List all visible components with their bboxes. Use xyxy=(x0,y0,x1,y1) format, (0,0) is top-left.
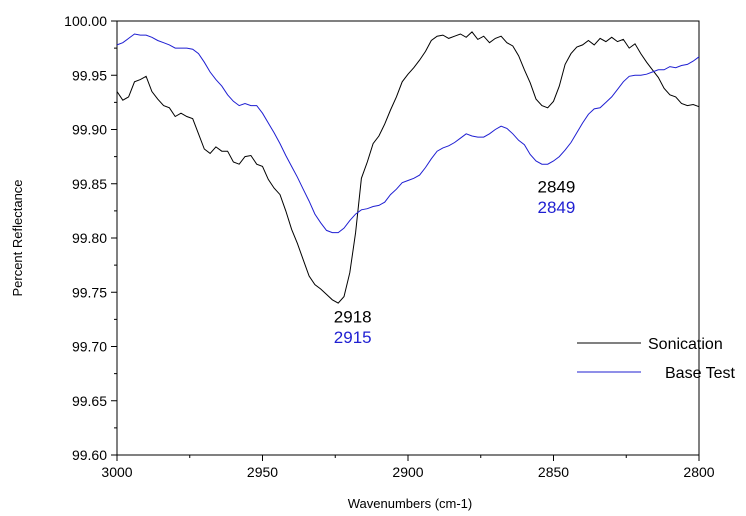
peak-annotation: 2849 xyxy=(537,177,575,196)
peak-annotation: 2918 xyxy=(334,308,372,327)
legend-label-base-test: Base Test xyxy=(665,365,736,382)
legend: Sonication Base Test xyxy=(577,336,736,382)
y-tick-label: 99.85 xyxy=(72,176,107,192)
y-tick-label: 99.70 xyxy=(72,339,107,355)
y-tick-label: 100.00 xyxy=(64,13,107,29)
axes-layer: 3000 2950 2900 2850 2800 99.60 99.65 99.70 99.75… xyxy=(64,13,715,480)
y-tick-label: 99.90 xyxy=(72,122,107,138)
y-axis-title: Percent Reflectance xyxy=(10,179,25,296)
plot-frame xyxy=(116,20,700,456)
y-tick-label: 99.75 xyxy=(72,284,107,300)
y-tick-label: 99.80 xyxy=(72,230,107,246)
series-layer xyxy=(116,31,700,304)
x-tick-label: 2900 xyxy=(392,464,423,480)
y-tick-label: 99.65 xyxy=(72,393,107,409)
peak-annotation: 2849 xyxy=(537,198,575,217)
x-tick-label: 3000 xyxy=(101,464,132,480)
x-tick-label: 2850 xyxy=(538,464,569,480)
x-axis-title: Wavenumbers (cm-1) xyxy=(348,496,472,511)
y-tick-label: 99.60 xyxy=(72,447,107,463)
x-tick-label: 2950 xyxy=(247,464,278,480)
peak-annotation: 2915 xyxy=(334,328,372,347)
series-line-base-test xyxy=(116,33,700,234)
legend-label-sonication: Sonication xyxy=(648,336,723,353)
x-tick-label: 2800 xyxy=(683,464,714,480)
series-line-sonication xyxy=(116,31,700,304)
y-tick-label: 99.95 xyxy=(72,67,107,83)
